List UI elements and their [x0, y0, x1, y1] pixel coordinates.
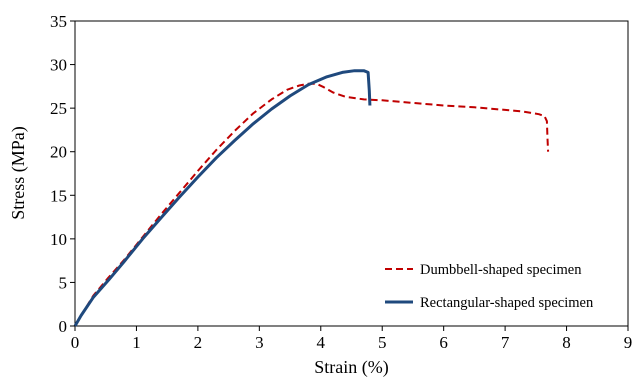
series-layer: [73, 69, 550, 327]
x-tick-label: 6: [439, 333, 448, 352]
x-tick-label: 2: [194, 333, 203, 352]
y-tick-label: 15: [50, 186, 67, 205]
x-tick-label: 7: [501, 333, 510, 352]
x-tick-label: 5: [378, 333, 387, 352]
plot-frame: [74, 20, 629, 327]
y-tick-label: 20: [50, 143, 67, 162]
legend-label-dumbbell: Dumbbell-shaped specimen: [420, 262, 582, 278]
y-tick-label: 30: [50, 56, 67, 75]
y-tick-label: 5: [59, 273, 68, 292]
legend-label-rectangular: Rectangular-shaped specimen: [420, 295, 594, 311]
rectangular-series-line: [73, 69, 372, 327]
y-tick-label: 25: [50, 99, 67, 118]
x-tick-label: 0: [71, 333, 80, 352]
y-tick-label: 0: [59, 317, 68, 336]
y-axis-title: Stress (MPa): [8, 126, 29, 220]
x-tick-label: 1: [132, 333, 141, 352]
y-tick-label: 35: [50, 12, 67, 31]
x-tick-label: 3: [255, 333, 264, 352]
x-axis-title: Strain (%): [314, 357, 388, 378]
x-tick-label: 9: [624, 333, 633, 352]
x-tick-label: 8: [562, 333, 571, 352]
legend: Dumbbell-shaped specimen Rectangular-sha…: [385, 262, 594, 311]
tick-layer: 0 1 2 3 4 5 6 7 8 9 0 5 10 15 20 25 30 35: [50, 12, 632, 352]
y-tick-label: 10: [50, 230, 67, 249]
x-tick-label: 4: [317, 333, 326, 352]
